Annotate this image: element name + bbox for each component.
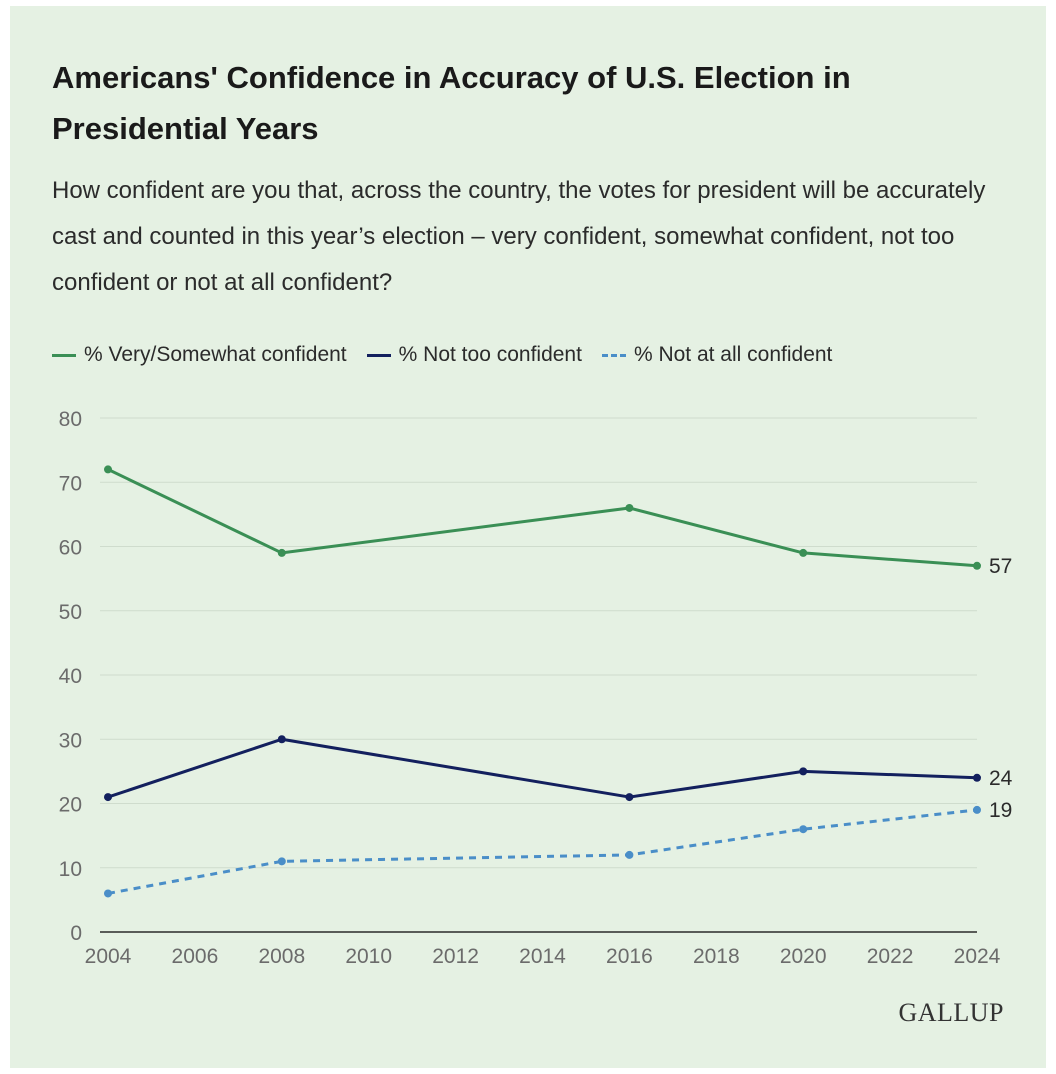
legend-label: % Not too confident	[398, 343, 582, 366]
y-tick-label: 70	[59, 472, 82, 495]
x-tick-label: 2020	[780, 945, 827, 968]
x-tick-label: 2016	[606, 945, 653, 968]
data-point	[104, 793, 112, 802]
y-tick-label: 80	[59, 408, 82, 431]
x-tick-label: 2006	[172, 945, 219, 968]
data-point	[799, 767, 808, 776]
data-point	[104, 465, 112, 474]
data-point	[277, 735, 286, 744]
legend-label: % Very/Somewhat confident	[84, 343, 347, 366]
gallup-logo: GALLUP	[898, 998, 1004, 1027]
y-tick-label: 30	[59, 729, 82, 752]
data-point	[277, 548, 286, 557]
data-point	[277, 857, 286, 866]
x-tick-label: 2024	[954, 945, 1001, 968]
y-tick-label: 20	[59, 794, 82, 817]
data-point	[799, 825, 808, 834]
legend-swatch	[52, 353, 76, 357]
x-tick-label: 2022	[867, 945, 914, 968]
end-data-label: 57	[989, 555, 1012, 578]
series-line	[107, 468, 978, 568]
legend-item: % Not at all confident	[601, 343, 833, 367]
chart-legend: % Very/Somewhat confident % Not too confi…	[52, 340, 832, 370]
y-tick-label: 50	[59, 601, 82, 624]
series-line	[107, 808, 978, 895]
data-point	[799, 548, 808, 557]
y-tick-label: 0	[70, 922, 82, 945]
data-point	[625, 793, 634, 802]
chart-title: Americans' Confidence in Accuracy of U.S…	[52, 60, 851, 146]
end-data-label: 24	[989, 767, 1013, 790]
data-point	[973, 561, 981, 570]
series-line	[107, 737, 978, 799]
y-tick-label: 60	[59, 537, 82, 560]
data-point	[973, 773, 981, 782]
x-tick-label: 2008	[258, 945, 305, 968]
legend-swatch	[366, 353, 391, 357]
legend-label: % Not at all confident	[633, 343, 833, 366]
data-point	[625, 850, 634, 859]
x-tick-label: 2014	[519, 945, 566, 968]
x-tick-label: 2012	[432, 945, 479, 968]
y-tick-label: 40	[59, 665, 82, 688]
y-tick-label: 10	[59, 858, 82, 881]
data-point	[625, 503, 634, 512]
chart-card: Americans' Confidence in Accuracy of U.S…	[10, 6, 1046, 1068]
end-data-label: 19	[989, 799, 1012, 822]
x-tick-label: 2004	[85, 945, 132, 968]
legend-item: % Very/Somewhat confident	[52, 343, 347, 367]
data-point	[104, 889, 112, 898]
legend-swatch	[601, 353, 626, 357]
x-tick-label: 2010	[345, 945, 392, 968]
x-tick-label: 2018	[693, 945, 740, 968]
chart-subtitle: How confident are you that, across the c…	[52, 177, 986, 296]
data-point	[973, 805, 981, 814]
legend-item: % Not too confident	[366, 343, 582, 367]
